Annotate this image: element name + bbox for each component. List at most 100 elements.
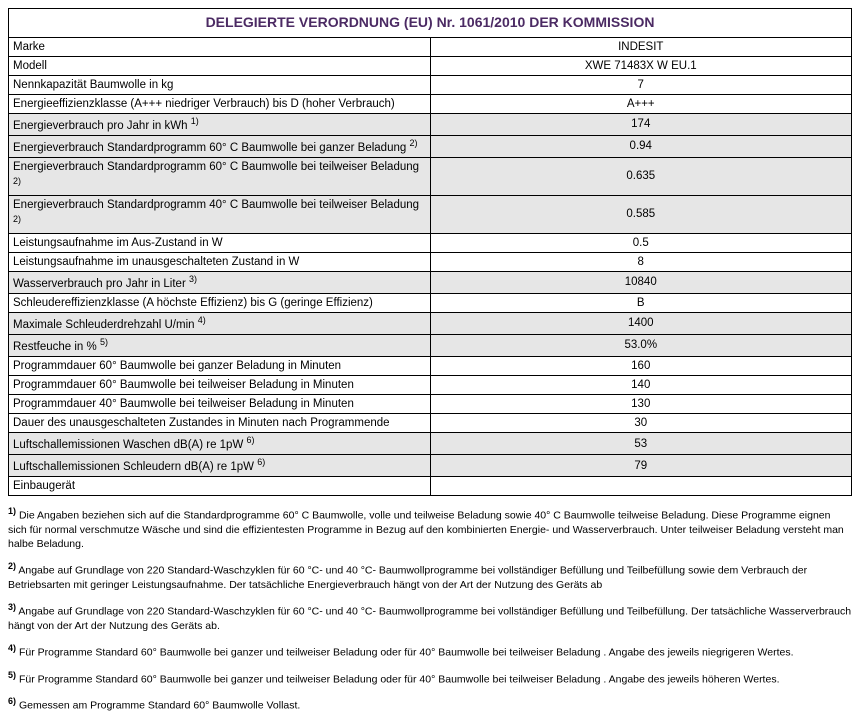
footnote-number: 2) — [8, 561, 16, 571]
row-value: 1400 — [430, 313, 852, 335]
row-label: Dauer des unausgeschalteten Zustandes in… — [9, 414, 431, 433]
row-label-text: Energieverbrauch Standardprogramm 60° C … — [13, 142, 406, 154]
row-label-footnote-ref: 5) — [100, 337, 108, 347]
row-label: Wasserverbrauch pro Jahr in Liter 3) — [9, 272, 431, 294]
footnote-number: 5) — [8, 670, 16, 680]
title-row: DELEGIERTE VERORDNUNG (EU) Nr. 1061/2010… — [9, 9, 852, 38]
row-label: Energieverbrauch Standardprogramm 60° C … — [9, 157, 431, 195]
footnote: 3) Angabe auf Grundlage von 220 Standard… — [8, 601, 852, 633]
footnote-number: 4) — [8, 643, 16, 653]
row-value: 79 — [430, 455, 852, 477]
table-row: Energieverbrauch Standardprogramm 60° C … — [9, 135, 852, 157]
table-row: Energieverbrauch Standardprogramm 40° C … — [9, 195, 852, 233]
row-label-text: Leistungsaufnahme im Aus-Zustand in W — [13, 237, 223, 249]
row-label-text: Nennkapazität Baumwolle in kg — [13, 79, 173, 91]
table-row: Leistungsaufnahme im Aus-Zustand in W0.5 — [9, 233, 852, 252]
row-label-footnote-ref: 2) — [409, 138, 417, 148]
row-label-text: Maximale Schleuderdrehzahl U/min — [13, 319, 195, 331]
table-row: Energieverbrauch pro Jahr in kWh 1)174 — [9, 113, 852, 135]
row-label-text: Schleudereffizienzklasse (A höchste Effi… — [13, 297, 373, 309]
row-label: Luftschallemissionen Schleudern dB(A) re… — [9, 455, 431, 477]
row-label-text: Luftschallemissionen Schleudern dB(A) re… — [13, 461, 254, 473]
footnote-text: Für Programme Standard 60° Baumwolle bei… — [19, 646, 794, 658]
row-value: 160 — [430, 356, 852, 375]
row-label-text: Restfeuche in % — [13, 341, 97, 353]
row-label-text: Marke — [13, 41, 45, 53]
table-row: Nennkapazität Baumwolle in kg 7 — [9, 75, 852, 94]
row-label-text: Wasserverbrauch pro Jahr in Liter — [13, 278, 186, 290]
row-value: INDESIT — [430, 37, 852, 56]
row-label: Schleudereffizienzklasse (A höchste Effi… — [9, 293, 431, 312]
footnote: 4) Für Programme Standard 60° Baumwolle … — [8, 642, 852, 660]
row-value: B — [430, 293, 852, 312]
table-row: Leistungsaufnahme im unausgeschalteten Z… — [9, 252, 852, 271]
row-label-footnote-ref: 3) — [189, 274, 197, 284]
row-label: Leistungsaufnahme im unausgeschalteten Z… — [9, 252, 431, 271]
row-value: 10840 — [430, 272, 852, 294]
row-label-text: Luftschallemissionen Waschen dB(A) re 1p… — [13, 439, 243, 451]
footnotes-block: 1) Die Angaben beziehen sich auf die Sta… — [8, 505, 852, 713]
table-row: Restfeuche in % 5)53.0% — [9, 334, 852, 356]
table-row: Luftschallemissionen Schleudern dB(A) re… — [9, 455, 852, 477]
footnote: 2) Angabe auf Grundlage von 220 Standard… — [8, 560, 852, 592]
table-row: Maximale Schleuderdrehzahl U/min 4)1400 — [9, 313, 852, 335]
row-label: Restfeuche in % 5) — [9, 334, 431, 356]
footnote-number: 6) — [8, 696, 16, 706]
row-value: 0.94 — [430, 135, 852, 157]
footnote-text: Die Angaben beziehen sich auf die Standa… — [8, 510, 844, 550]
row-value: 53.0% — [430, 334, 852, 356]
row-label-footnote-ref: 1) — [191, 116, 199, 126]
row-label: Modell — [9, 56, 431, 75]
row-label: Energieverbrauch pro Jahr in kWh 1) — [9, 113, 431, 135]
footnote: 6) Gemessen am Programme Standard 60° Ba… — [8, 695, 852, 713]
row-value: 8 — [430, 252, 852, 271]
table-row: Marke INDESIT — [9, 37, 852, 56]
row-label: Maximale Schleuderdrehzahl U/min 4) — [9, 313, 431, 335]
footnote-text: Gemessen am Programme Standard 60° Baumw… — [19, 700, 300, 712]
table-row: Einbaugerät — [9, 477, 852, 496]
row-value: 130 — [430, 395, 852, 414]
table-row: Programmdauer 60° Baumwolle bei teilweis… — [9, 375, 852, 394]
row-label-footnote-ref: 4) — [198, 315, 206, 325]
row-label-text: Modell — [13, 60, 47, 72]
table-row: Modell XWE 71483X W EU.1 — [9, 56, 852, 75]
row-label-text: Energieeffizienzklasse (A+++ niedriger V… — [13, 98, 395, 110]
row-label: Programmdauer 60° Baumwolle bei ganzer B… — [9, 356, 431, 375]
footnote-number: 3) — [8, 602, 16, 612]
row-label-text: Einbaugerät — [13, 480, 75, 492]
row-value: 0.635 — [430, 157, 852, 195]
spec-table: DELEGIERTE VERORDNUNG (EU) Nr. 1061/2010… — [8, 8, 852, 496]
row-label-text: Leistungsaufnahme im unausgeschalteten Z… — [13, 256, 299, 268]
row-label-text: Programmdauer 60° Baumwolle bei ganzer B… — [13, 360, 341, 372]
table-row: Luftschallemissionen Waschen dB(A) re 1p… — [9, 433, 852, 455]
footnote-text: Angabe auf Grundlage von 220 Standard-Wa… — [8, 606, 851, 632]
table-row: Programmdauer 60° Baumwolle bei ganzer B… — [9, 356, 852, 375]
table-row: Schleudereffizienzklasse (A höchste Effi… — [9, 293, 852, 312]
row-label-text: Energieverbrauch Standardprogramm 60° C … — [13, 161, 419, 173]
title-cell: DELEGIERTE VERORDNUNG (EU) Nr. 1061/2010… — [9, 9, 852, 38]
row-label-footnote-ref: 2) — [13, 176, 21, 186]
row-label: Energieverbrauch Standardprogramm 40° C … — [9, 195, 431, 233]
row-value — [430, 477, 852, 496]
row-value: 140 — [430, 375, 852, 394]
row-label-text: Energieverbrauch Standardprogramm 40° C … — [13, 199, 419, 211]
table-row: Dauer des unausgeschalteten Zustandes in… — [9, 414, 852, 433]
footnote-text: Für Programme Standard 60° Baumwolle bei… — [19, 673, 780, 685]
row-value: XWE 71483X W EU.1 — [430, 56, 852, 75]
footnote-text: Angabe auf Grundlage von 220 Standard-Wa… — [8, 565, 807, 591]
row-label: Marke — [9, 37, 431, 56]
row-label-footnote-ref: 2) — [13, 214, 21, 224]
row-label: Energieverbrauch Standardprogramm 60° C … — [9, 135, 431, 157]
row-label: Leistungsaufnahme im Aus-Zustand in W — [9, 233, 431, 252]
row-value: 7 — [430, 75, 852, 94]
row-label: Energieeffizienzklasse (A+++ niedriger V… — [9, 94, 431, 113]
row-label-text: Programmdauer 40° Baumwolle bei teilweis… — [13, 398, 354, 410]
row-value: 174 — [430, 113, 852, 135]
row-value: 30 — [430, 414, 852, 433]
spec-sheet: DELEGIERTE VERORDNUNG (EU) Nr. 1061/2010… — [8, 8, 852, 713]
row-label-footnote-ref: 6) — [257, 457, 265, 467]
row-value: 0.585 — [430, 195, 852, 233]
row-label-text: Energieverbrauch pro Jahr in kWh — [13, 120, 188, 132]
row-label: Programmdauer 40° Baumwolle bei teilweis… — [9, 395, 431, 414]
footnote: 1) Die Angaben beziehen sich auf die Sta… — [8, 505, 852, 551]
